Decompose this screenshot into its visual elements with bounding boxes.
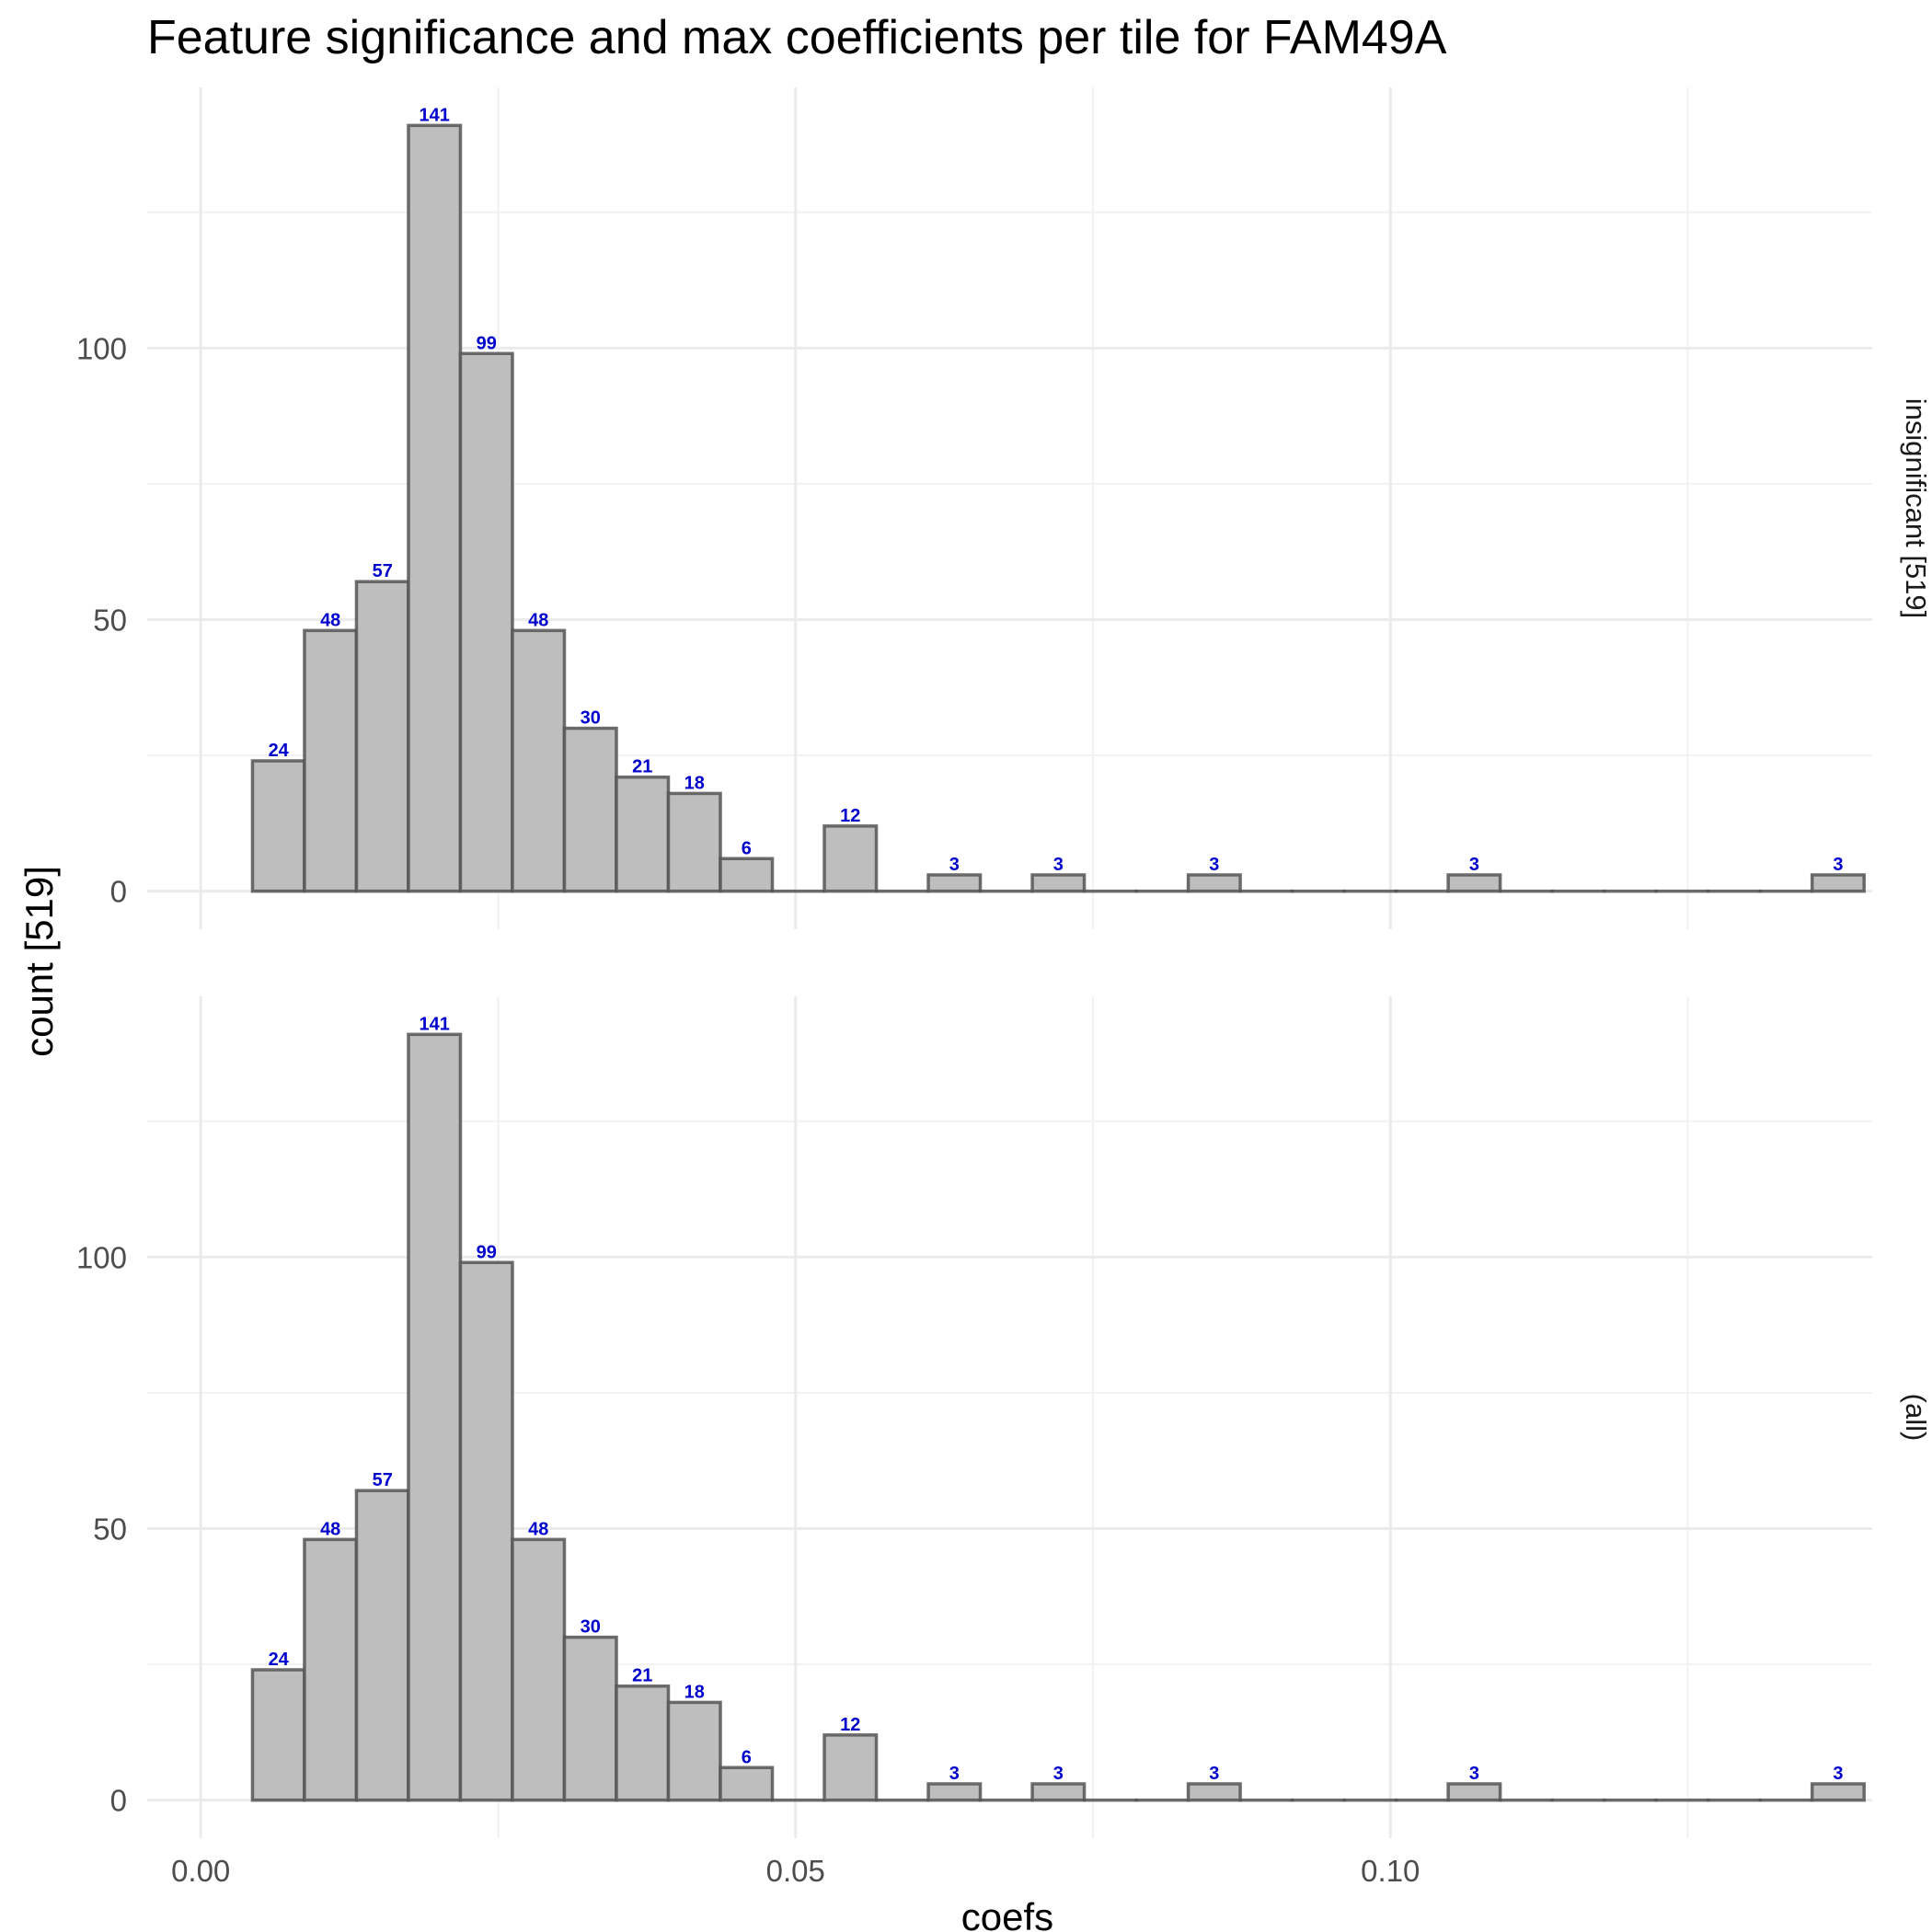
histogram-bar xyxy=(458,351,514,893)
bar-count-label: 3 xyxy=(1209,855,1219,875)
bar-count-label: 57 xyxy=(373,561,393,581)
histogram-bar xyxy=(1186,1782,1242,1802)
bar-count-label: 12 xyxy=(840,1715,860,1735)
histogram-bar xyxy=(1810,873,1866,893)
bar-count-label: 3 xyxy=(949,855,960,875)
histogram-bar xyxy=(926,1782,983,1802)
bar-count-label: 3 xyxy=(1469,855,1479,875)
histogram-bar xyxy=(1446,873,1502,893)
bar-count-label: 48 xyxy=(320,610,340,630)
bar-count-label: 18 xyxy=(684,773,705,793)
bar-count-label: 48 xyxy=(320,1519,340,1539)
bar-count-label: 21 xyxy=(632,1666,652,1686)
histogram-bar xyxy=(1030,1782,1087,1802)
bar-count-label: 24 xyxy=(269,741,290,761)
y-axis-title: count [519] xyxy=(17,866,61,1057)
histogram-bar xyxy=(354,1489,410,1802)
facet-strip-label: (all) xyxy=(1900,1394,1932,1442)
histogram-bar xyxy=(822,824,879,893)
x-tick-label: 0.10 xyxy=(1361,1854,1420,1888)
y-tick-label: 50 xyxy=(93,1512,127,1547)
bar-count-label: 3 xyxy=(949,1764,960,1784)
y-tick-label: 0 xyxy=(110,875,127,909)
bar-count-label: 21 xyxy=(632,757,652,777)
histogram-bar xyxy=(250,759,306,893)
bar-count-label: 3 xyxy=(1833,855,1843,875)
bar-count-label: 24 xyxy=(269,1650,290,1670)
y-tick-label: 50 xyxy=(93,604,127,638)
histogram-bar xyxy=(407,123,463,893)
histogram-bar xyxy=(250,1668,306,1802)
x-axis-title: coefs xyxy=(961,1895,1053,1932)
histogram-bar xyxy=(354,580,410,893)
bar-count-label: 141 xyxy=(420,105,450,125)
histogram-bar xyxy=(511,1537,567,1802)
bar-count-label: 3 xyxy=(1469,1764,1479,1784)
chart-title: Feature significance and max coefficient… xyxy=(147,11,1447,64)
histogram-bar xyxy=(615,775,671,893)
histogram-bar xyxy=(719,1765,775,1802)
histogram-bar xyxy=(511,628,567,893)
bar-count-label: 48 xyxy=(528,610,548,630)
histogram-bar xyxy=(407,1032,463,1802)
histogram-bar xyxy=(458,1260,514,1802)
histogram-bar xyxy=(666,791,722,893)
histogram-bar xyxy=(822,1733,879,1802)
y-tick-label: 100 xyxy=(76,331,127,365)
bar-count-label: 3 xyxy=(1209,1764,1219,1784)
histogram-bar xyxy=(666,1700,722,1802)
bar-count-label: 3 xyxy=(1053,855,1064,875)
bar-count-label: 3 xyxy=(1053,1764,1064,1784)
y-tick-label: 0 xyxy=(110,1784,127,1818)
bar-count-label: 6 xyxy=(742,838,752,858)
panel-1: 0 50 100 24 48 57 141 99 48 30 21 18 6 12 3 3 3 3 3 insigni… xyxy=(76,87,1932,929)
histogram-bar xyxy=(926,873,983,893)
histogram-bar xyxy=(1186,873,1242,893)
histogram-bar xyxy=(303,1537,359,1802)
x-tick-label: 0.00 xyxy=(171,1854,230,1888)
histogram-bar xyxy=(1030,873,1087,893)
histogram-bar xyxy=(1810,1782,1866,1802)
bar-count-label: 99 xyxy=(477,333,497,353)
bar-count-label: 3 xyxy=(1833,1764,1843,1784)
histogram-bar xyxy=(1446,1782,1502,1802)
bar-count-label: 99 xyxy=(477,1242,497,1262)
bar-count-label: 30 xyxy=(581,708,601,729)
histogram-bar xyxy=(562,726,618,893)
facet-strip-label: insignificant [519] xyxy=(1900,398,1932,619)
bar-count-label: 12 xyxy=(840,806,860,826)
histogram-bar xyxy=(719,857,775,893)
y-tick-label: 100 xyxy=(76,1240,127,1274)
bar-count-label: 6 xyxy=(742,1747,752,1767)
bar-count-label: 141 xyxy=(420,1014,450,1034)
histogram-bar xyxy=(303,628,359,893)
bar-count-label: 48 xyxy=(528,1519,548,1539)
bar-count-label: 57 xyxy=(373,1470,393,1490)
histogram-bar xyxy=(615,1684,671,1802)
panel-2: 0 50 100 24 48 57 141 99 48 30 21 18 6 12 3 3 3 3 3 (all) xyxy=(76,996,1932,1838)
bar-count-label: 30 xyxy=(581,1617,601,1638)
bar-count-label: 18 xyxy=(684,1682,705,1702)
x-tick-label: 0.05 xyxy=(766,1854,825,1888)
histogram-bar xyxy=(562,1635,618,1802)
